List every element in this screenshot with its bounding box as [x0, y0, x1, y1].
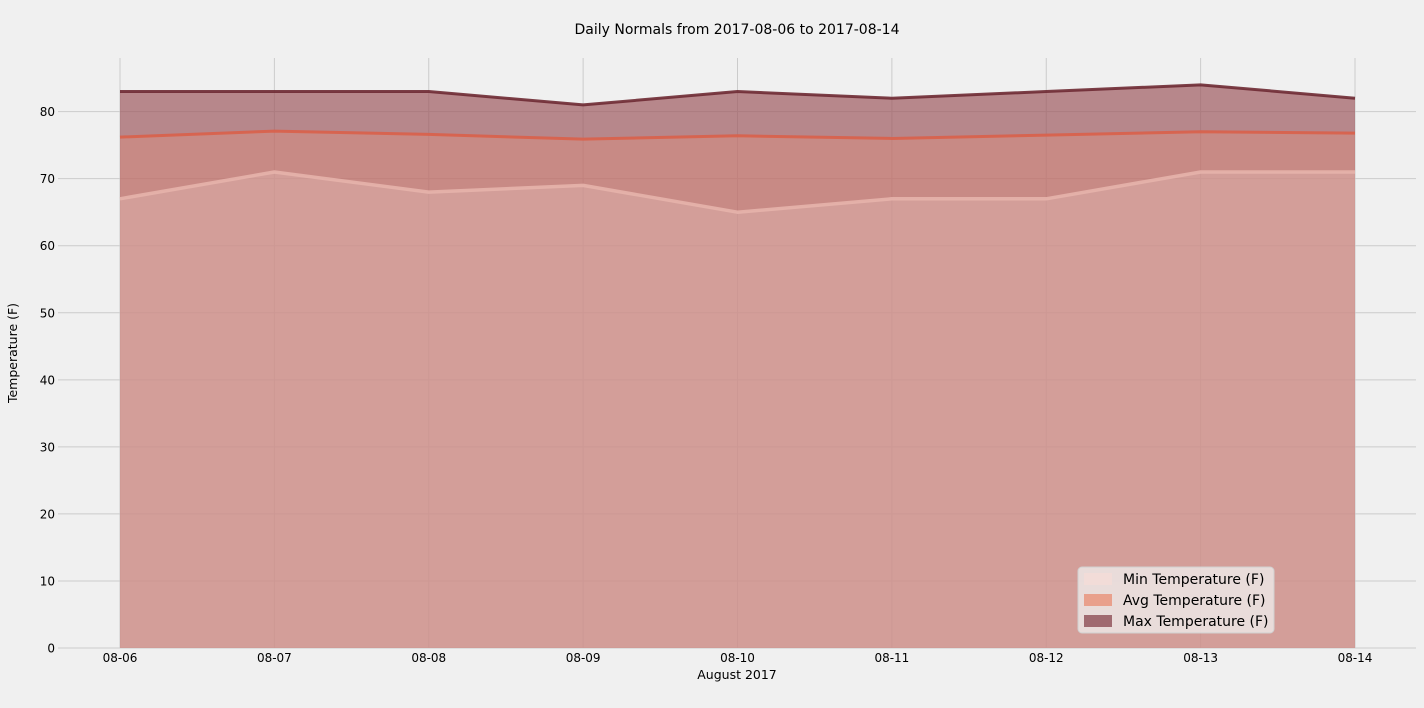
- y-tick-label: 20: [40, 507, 55, 521]
- legend: Min Temperature (F) Avg Temperature (F) Ma…: [1077, 566, 1275, 634]
- y-tick-label: 40: [40, 373, 55, 387]
- x-tick-label: 08-12: [1029, 651, 1064, 665]
- y-tick-labels: 0 10 20 30 40 50 60 70 80: [40, 105, 55, 655]
- x-tick-label: 08-07: [257, 651, 292, 665]
- line-series-2: [120, 83, 1356, 107]
- y-tick-label: 60: [40, 239, 55, 253]
- x-tick-labels: 08-06 08-07 08-08 08-09 08-10 08-11 08-12 08-13…: [103, 651, 1373, 665]
- x-tick-label: 08-11: [874, 651, 909, 665]
- legend-swatch-0: [1084, 573, 1112, 585]
- y-tick-label: 10: [40, 574, 55, 588]
- y-tick-label: 80: [40, 105, 55, 119]
- x-tick-label: 08-14: [1338, 651, 1373, 665]
- legend-swatch-1: [1084, 594, 1112, 606]
- y-axis-label: Temperature (F): [5, 303, 20, 404]
- x-tick-label: 08-10: [720, 651, 755, 665]
- x-tick-label: 08-13: [1183, 651, 1218, 665]
- y-tick-label: 50: [40, 306, 55, 320]
- x-tick-label: 08-09: [566, 651, 601, 665]
- line-series-0: [119, 170, 1355, 214]
- x-tick-label: 08-08: [411, 651, 446, 665]
- legend-label-2: Max Temperature (F): [1123, 614, 1269, 630]
- y-tick-label: 70: [40, 172, 55, 186]
- y-tick-label: 30: [40, 440, 55, 454]
- series-lines: [119, 83, 1356, 214]
- legend-box: [1077, 566, 1275, 634]
- legend-label-0: Min Temperature (F): [1123, 572, 1264, 588]
- x-tick-label: 08-06: [103, 651, 138, 665]
- chart-title: Daily Normals from 2017-08-06 to 2017-08…: [575, 22, 900, 38]
- area-series-2: [120, 84, 1355, 649]
- y-tick-label: 0: [47, 642, 55, 656]
- x-axis-label: August 2017: [697, 667, 777, 682]
- area-layers: [120, 84, 1355, 649]
- area-series-0: [120, 171, 1355, 648]
- area-series-1: [120, 131, 1355, 649]
- line-series-1: [119, 129, 1356, 141]
- legend-swatch-2: [1084, 615, 1112, 627]
- legend-label-1: Avg Temperature (F): [1123, 593, 1266, 609]
